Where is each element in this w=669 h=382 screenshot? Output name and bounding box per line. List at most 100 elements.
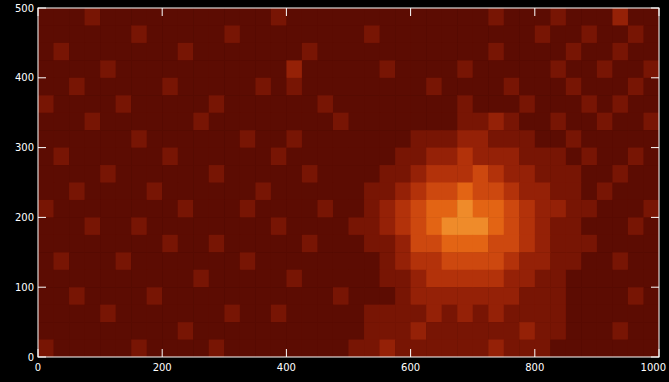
cell xyxy=(286,200,302,218)
cell xyxy=(442,305,458,323)
cell xyxy=(193,78,209,96)
cell xyxy=(519,287,535,305)
cell xyxy=(286,148,302,166)
cell xyxy=(317,252,333,270)
cell xyxy=(411,25,427,43)
cell xyxy=(426,130,442,148)
cell xyxy=(349,322,365,340)
cell xyxy=(426,322,442,340)
cell xyxy=(380,340,396,357)
cell xyxy=(411,165,427,183)
cell xyxy=(317,8,333,26)
cell xyxy=(69,270,85,288)
cell xyxy=(519,235,535,253)
cell xyxy=(209,95,225,113)
y-tick-right xyxy=(651,8,659,9)
cell xyxy=(349,113,365,131)
cell xyxy=(147,78,163,96)
cell xyxy=(333,148,349,166)
cell xyxy=(333,165,349,183)
cell xyxy=(255,200,271,218)
cell xyxy=(116,252,132,270)
cell xyxy=(581,165,597,183)
cell xyxy=(147,340,163,357)
cell xyxy=(411,217,427,235)
cell xyxy=(255,340,271,357)
cell xyxy=(69,95,85,113)
cell xyxy=(519,340,535,357)
cell xyxy=(612,95,628,113)
cell xyxy=(271,322,287,340)
cell xyxy=(333,78,349,96)
cell xyxy=(271,252,287,270)
cell xyxy=(333,200,349,218)
cell xyxy=(457,25,473,43)
cell xyxy=(317,235,333,253)
cell xyxy=(54,148,70,166)
cell xyxy=(271,305,287,323)
cell xyxy=(643,148,659,166)
cell xyxy=(286,60,302,78)
x-tick-label: 800 xyxy=(525,362,544,373)
cell xyxy=(302,113,318,131)
cell xyxy=(364,235,380,253)
cell xyxy=(411,322,427,340)
cell xyxy=(488,78,504,96)
cell xyxy=(395,183,411,201)
cell xyxy=(457,113,473,131)
cell xyxy=(224,217,240,235)
cell xyxy=(612,130,628,148)
y-tick xyxy=(38,217,46,218)
cell xyxy=(581,78,597,96)
cell xyxy=(488,200,504,218)
cell xyxy=(147,183,163,201)
cell xyxy=(643,183,659,201)
cell xyxy=(566,60,582,78)
cell xyxy=(193,95,209,113)
cell xyxy=(597,8,613,26)
cell xyxy=(519,322,535,340)
cell xyxy=(473,235,489,253)
cell xyxy=(178,217,194,235)
cell xyxy=(209,340,225,357)
cell xyxy=(597,95,613,113)
cell xyxy=(100,8,116,26)
cell xyxy=(271,270,287,288)
cell xyxy=(162,200,178,218)
cell xyxy=(100,25,116,43)
cell xyxy=(333,252,349,270)
cell xyxy=(69,340,85,357)
cell xyxy=(38,340,54,357)
cell xyxy=(380,25,396,43)
cell xyxy=(612,43,628,61)
cell xyxy=(473,43,489,61)
cell xyxy=(178,148,194,166)
cell xyxy=(380,130,396,148)
cell xyxy=(240,113,256,131)
cell xyxy=(193,43,209,61)
cell xyxy=(628,340,644,357)
cell xyxy=(643,165,659,183)
cell xyxy=(380,183,396,201)
cell xyxy=(411,78,427,96)
cell xyxy=(364,183,380,201)
cell xyxy=(411,148,427,166)
cell xyxy=(116,113,132,131)
cell xyxy=(302,8,318,26)
cell xyxy=(426,252,442,270)
cell xyxy=(349,43,365,61)
cell xyxy=(349,25,365,43)
cell xyxy=(457,322,473,340)
cell xyxy=(581,148,597,166)
cell xyxy=(131,25,147,43)
cell xyxy=(519,148,535,166)
cell xyxy=(69,130,85,148)
cell xyxy=(550,148,566,166)
cell xyxy=(628,78,644,96)
cell xyxy=(473,252,489,270)
cell xyxy=(240,78,256,96)
cell xyxy=(255,270,271,288)
cell xyxy=(224,340,240,357)
y-tick-label: 0 xyxy=(28,352,34,363)
x-tick-label: 0 xyxy=(35,362,41,373)
